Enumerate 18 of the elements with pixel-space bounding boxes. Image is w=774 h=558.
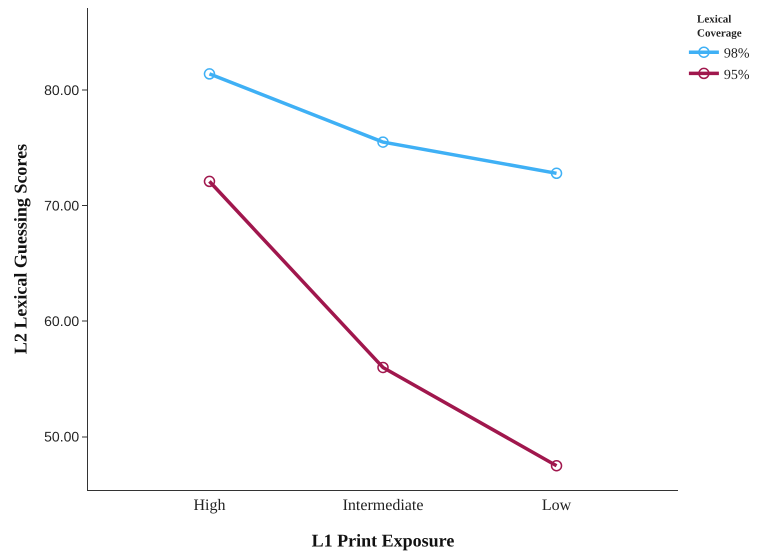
y-tick-label: 50.00 <box>44 428 80 445</box>
legend-label: 95% <box>724 68 750 83</box>
point <box>550 460 562 472</box>
x-tick-label: High <box>193 497 226 514</box>
legend-title: Lexical Coverage <box>697 13 742 40</box>
point <box>377 136 389 148</box>
point <box>204 68 216 80</box>
y-tick-label: 70.00 <box>44 198 80 214</box>
legend-label: 98% <box>724 46 750 62</box>
x-axis-title: L1 Print Exposure <box>312 530 454 550</box>
y-axis-title: L2 Lexical Guessing Scores <box>10 144 30 354</box>
point <box>204 176 216 188</box>
y-tick-label: 60.00 <box>44 313 80 330</box>
point <box>377 362 389 374</box>
y-tick-label: 80.00 <box>44 82 80 98</box>
point <box>550 168 562 180</box>
x-tick-label: Intermediate <box>342 497 424 514</box>
x-tick-label: Low <box>542 497 572 514</box>
